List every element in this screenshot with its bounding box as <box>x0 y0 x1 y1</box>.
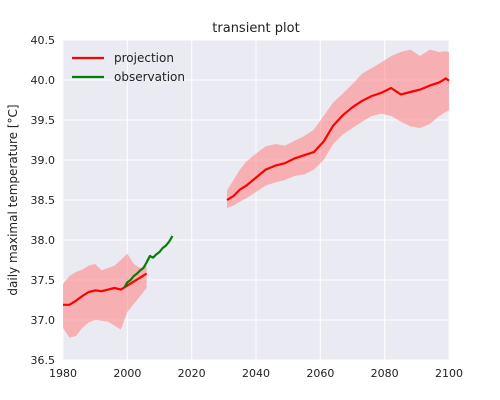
x-tick-label: 2060 <box>306 367 334 380</box>
y-tick-label: 40.5 <box>31 34 56 47</box>
legend-label-projection: projection <box>114 51 174 65</box>
chart-title: transient plot <box>212 21 299 36</box>
projection-line <box>226 77 450 201</box>
gridlines <box>62 39 450 361</box>
x-tick-label: 2040 <box>242 367 270 380</box>
y-tick-label: 40.0 <box>31 74 56 87</box>
y-axis-label: daily maximal temperature [°C] <box>6 104 20 295</box>
y-tick-label: 39.5 <box>31 114 56 127</box>
y-tick-label: 38.0 <box>31 234 56 247</box>
x-tick-label: 2080 <box>371 367 399 380</box>
legend: projection observation <box>72 51 185 84</box>
legend-label-observation: observation <box>114 70 185 84</box>
x-tick-label: 2100 <box>435 367 463 380</box>
x-tick-label: 2020 <box>178 367 206 380</box>
y-tick-labels: 36.5 37.0 37.5 38.0 38.5 39.0 39.5 40.0 40.5 <box>31 34 56 367</box>
x-tick-labels: 1980 2000 2020 2040 2060 2080 2100 <box>49 367 463 380</box>
projection-line <box>63 272 148 306</box>
y-tick-label: 38.5 <box>31 194 56 207</box>
y-tick-label: 37.5 <box>31 274 56 287</box>
observation-line <box>123 235 174 289</box>
projection-band <box>63 253 147 338</box>
x-tick-label: 2000 <box>113 367 141 380</box>
series-lines <box>63 77 450 306</box>
y-tick-label: 37.0 <box>31 314 56 327</box>
y-tick-label: 36.5 <box>31 354 56 367</box>
y-tick-label: 39.0 <box>31 154 56 167</box>
x-tick-label: 1980 <box>49 367 77 380</box>
